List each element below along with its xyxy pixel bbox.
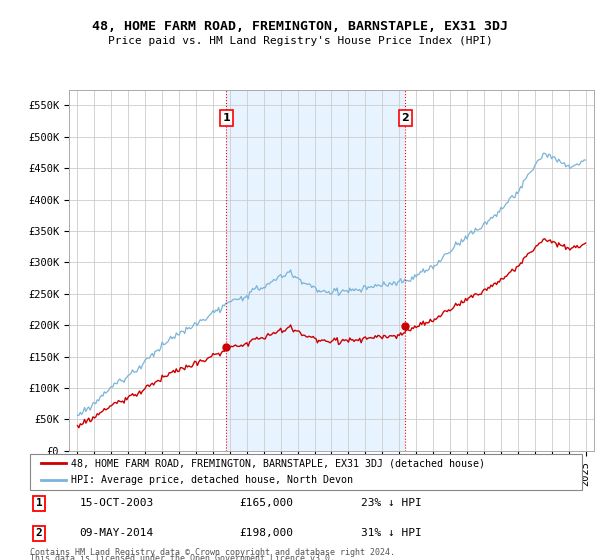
Text: £198,000: £198,000	[240, 528, 294, 538]
Text: HPI: Average price, detached house, North Devon: HPI: Average price, detached house, Nort…	[71, 475, 353, 485]
Text: 48, HOME FARM ROAD, FREMINGTON, BARNSTAPLE, EX31 3DJ (detached house): 48, HOME FARM ROAD, FREMINGTON, BARNSTAP…	[71, 459, 485, 468]
Text: 1: 1	[223, 113, 230, 123]
Text: Price paid vs. HM Land Registry's House Price Index (HPI): Price paid vs. HM Land Registry's House …	[107, 36, 493, 46]
Text: Contains HM Land Registry data © Crown copyright and database right 2024.: Contains HM Land Registry data © Crown c…	[30, 548, 395, 557]
Bar	[226, 90, 406, 451]
Text: 48, HOME FARM ROAD, FREMINGTON, BARNSTAPLE, EX31 3DJ: 48, HOME FARM ROAD, FREMINGTON, BARNSTAP…	[92, 20, 508, 32]
Text: £165,000: £165,000	[240, 498, 294, 508]
Text: 15-OCT-2003: 15-OCT-2003	[80, 498, 154, 508]
Text: 2: 2	[401, 113, 409, 123]
Text: This data is licensed under the Open Government Licence v3.0.: This data is licensed under the Open Gov…	[30, 554, 335, 560]
FancyBboxPatch shape	[30, 454, 582, 490]
Text: 23% ↓ HPI: 23% ↓ HPI	[361, 498, 422, 508]
Text: 31% ↓ HPI: 31% ↓ HPI	[361, 528, 422, 538]
Text: 09-MAY-2014: 09-MAY-2014	[80, 528, 154, 538]
Text: 2: 2	[35, 528, 42, 538]
Text: 1: 1	[35, 498, 42, 508]
